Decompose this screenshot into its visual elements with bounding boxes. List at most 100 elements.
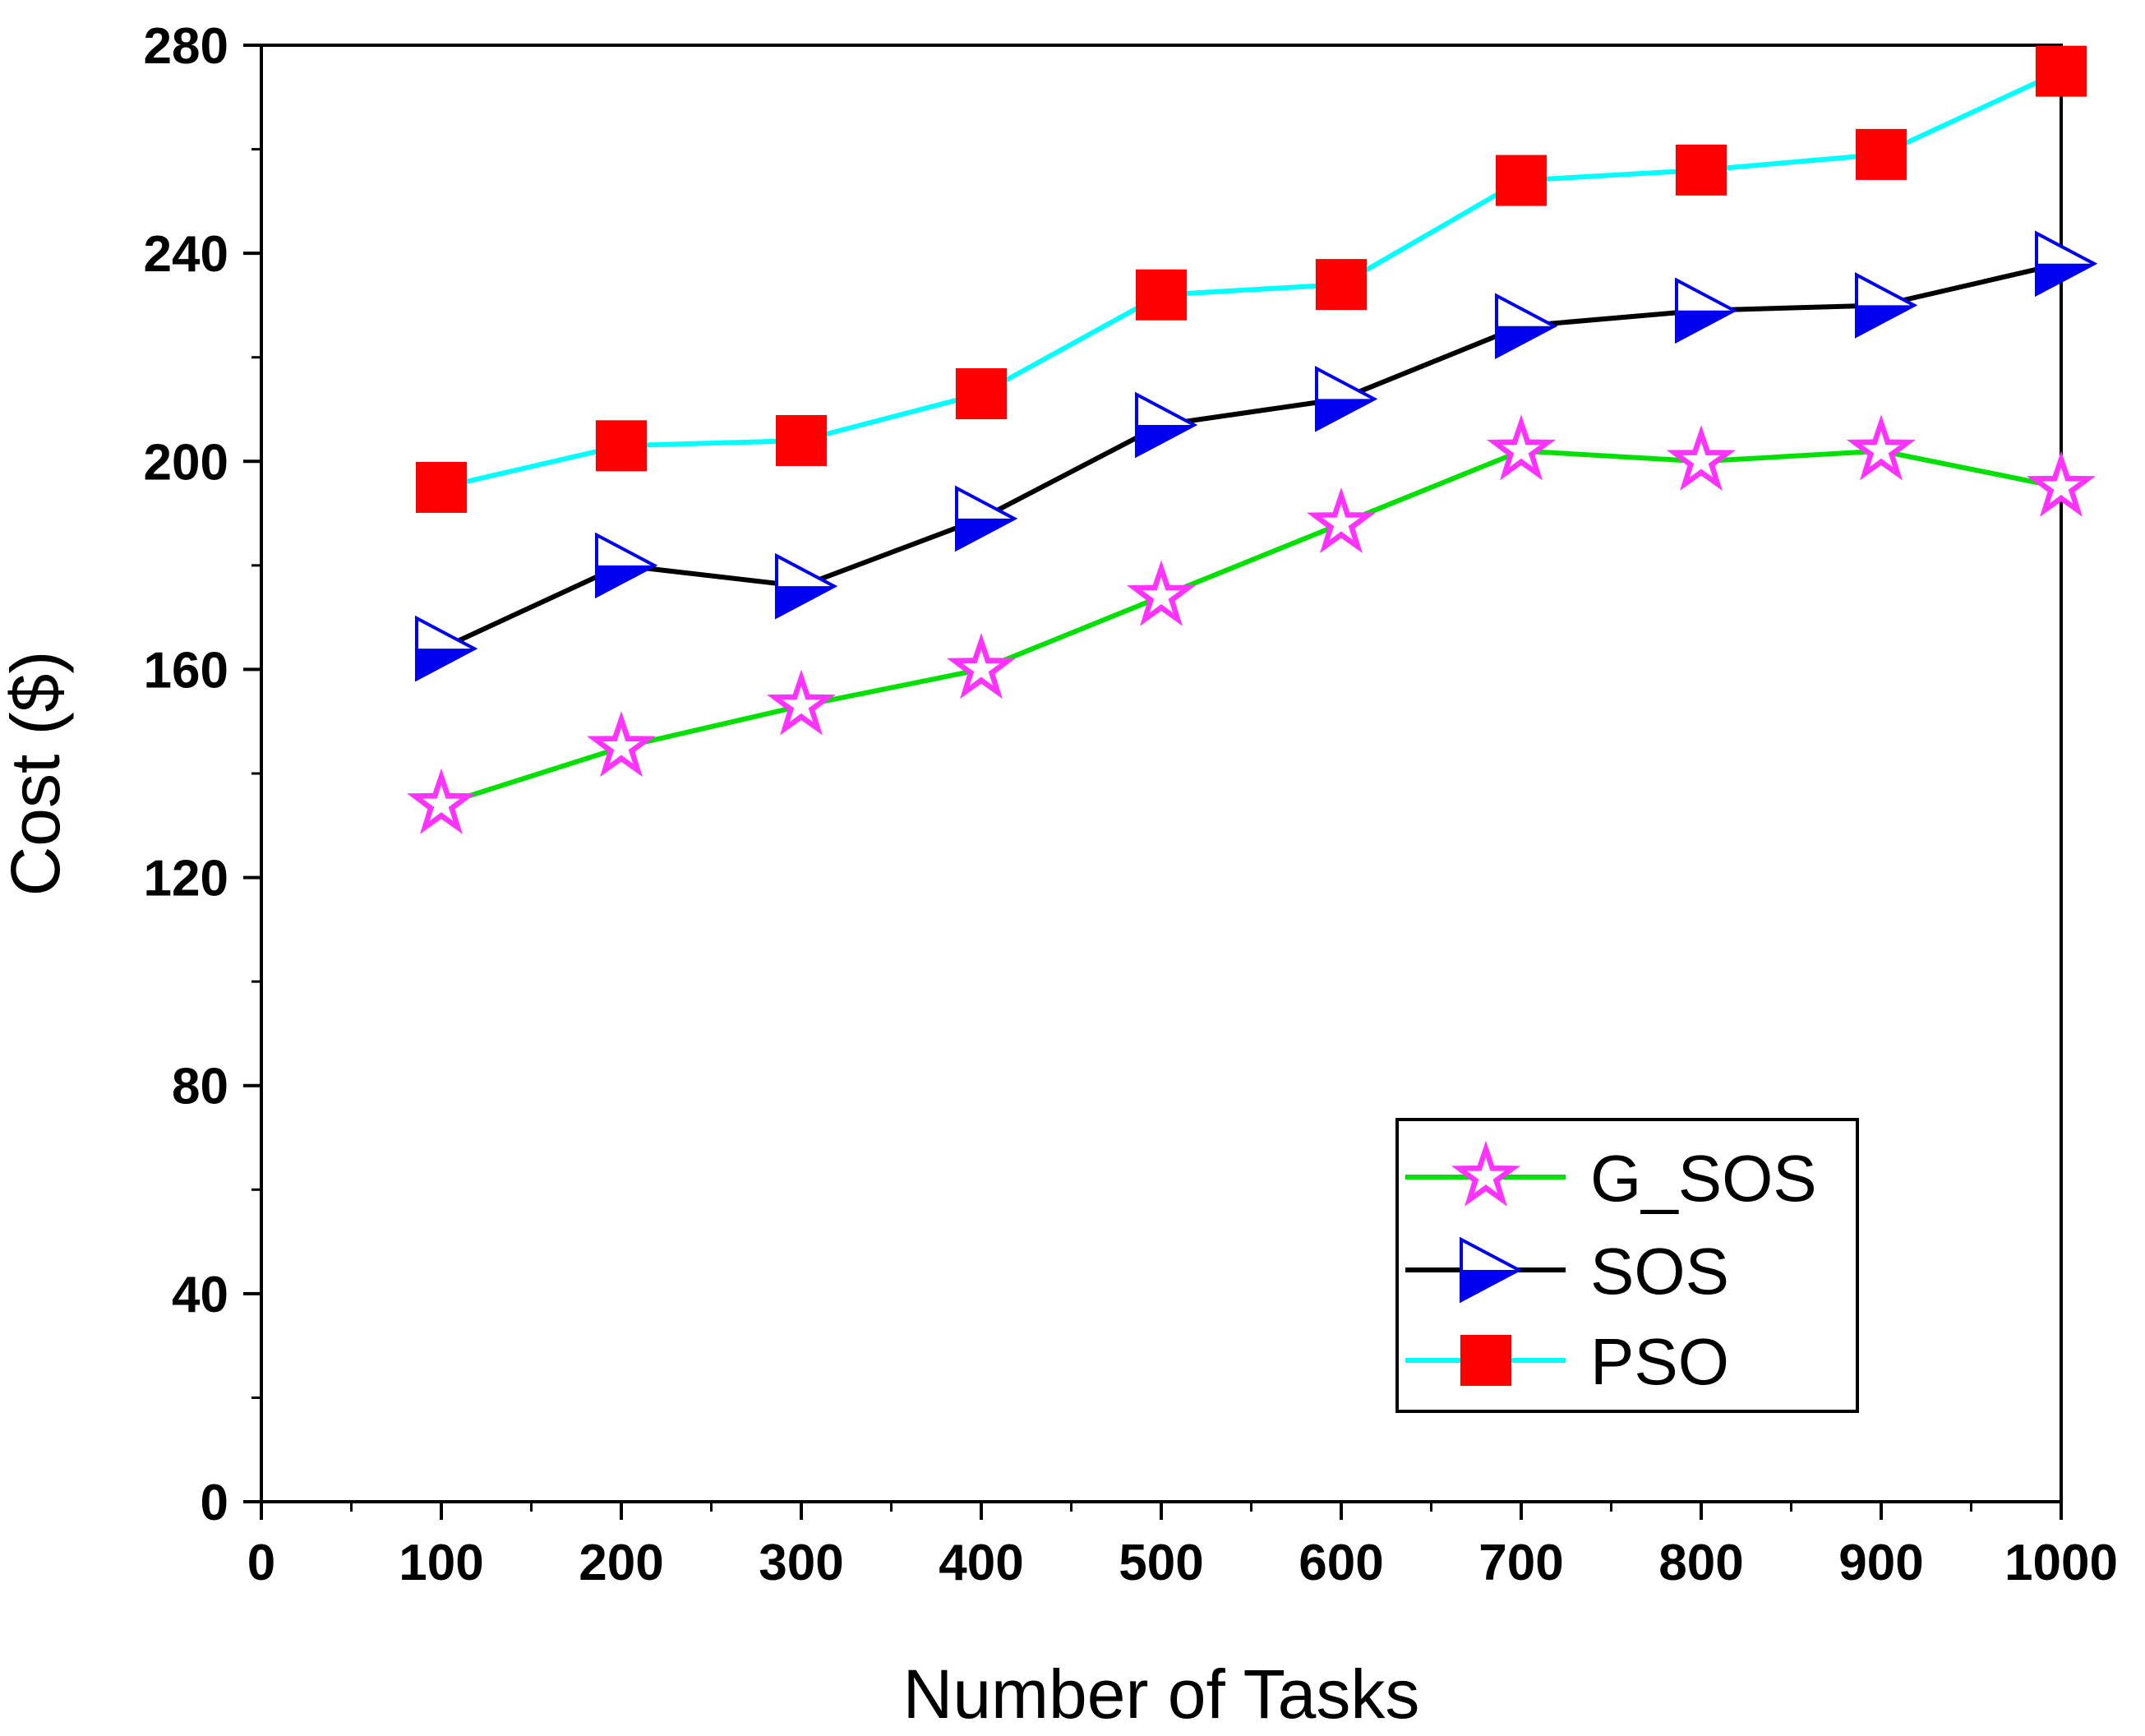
data-point-g-sos bbox=[947, 633, 1016, 699]
marker-square-shape bbox=[596, 420, 647, 472]
data-point-g-sos bbox=[767, 669, 836, 736]
marker-square-shape bbox=[1496, 155, 1547, 206]
x-tick-label: 700 bbox=[1478, 1535, 1563, 1591]
data-point-sos bbox=[775, 552, 838, 620]
data-point-sos bbox=[1855, 272, 1918, 339]
x-tick-label: 1000 bbox=[2004, 1535, 2118, 1591]
marker-square-shape bbox=[1136, 269, 1187, 321]
marker-star-inner bbox=[1494, 422, 1548, 474]
series-line-pso bbox=[441, 68, 2063, 490]
data-point-pso bbox=[956, 368, 1007, 420]
y-tick-label: 160 bbox=[144, 642, 228, 699]
marker-square-shape bbox=[1856, 128, 1907, 180]
marker-square-shape bbox=[1460, 1335, 1511, 1386]
legend-marker-g-sos bbox=[1451, 1140, 1520, 1207]
y-axis-title: Cost ($) bbox=[0, 651, 74, 897]
marker-triangle-fill bbox=[1677, 310, 1734, 341]
marker-square-shape bbox=[1676, 144, 1727, 196]
y-tick-label: 120 bbox=[144, 851, 228, 907]
data-point-g-sos bbox=[2027, 450, 2096, 517]
marker-star-outer bbox=[407, 768, 476, 834]
x-tick-label: 300 bbox=[759, 1535, 843, 1591]
data-point-g-sos bbox=[587, 711, 656, 778]
marker-triangle-fill bbox=[1461, 1270, 1519, 1300]
marker-star-outer bbox=[947, 633, 1016, 699]
marker-star-outer bbox=[1487, 414, 1556, 481]
marker-star-outer bbox=[1667, 425, 1736, 491]
marker-star-inner bbox=[1674, 433, 1728, 484]
marker-star-inner bbox=[1854, 422, 1908, 474]
marker-triangle-fill bbox=[1497, 326, 1554, 357]
data-point-pso bbox=[1136, 269, 1187, 321]
marker-star-outer bbox=[1307, 487, 1376, 554]
data-point-pso bbox=[1856, 128, 1907, 180]
marker-star-outer bbox=[1451, 1140, 1520, 1207]
marker-star-outer bbox=[1847, 414, 1916, 481]
marker-triangle-fill bbox=[1137, 424, 1194, 455]
marker-star-inner bbox=[1134, 568, 1188, 620]
marker-triangle-fill bbox=[2037, 263, 2094, 294]
data-point-sos bbox=[1135, 391, 1198, 459]
marker-star-inner bbox=[1314, 496, 1368, 547]
x-tick-label: 600 bbox=[1299, 1535, 1383, 1591]
data-point-sos bbox=[1495, 293, 1558, 360]
marker-star-outer bbox=[767, 669, 836, 736]
data-point-sos bbox=[1675, 277, 1738, 344]
legend-label-g-sos: G_SOS bbox=[1590, 1142, 1817, 1215]
data-point-g-sos bbox=[1487, 414, 1556, 481]
x-tick-label: 800 bbox=[1658, 1535, 1743, 1591]
marker-star-inner bbox=[414, 777, 468, 828]
y-tick-label: 280 bbox=[144, 18, 228, 75]
marker-star-outer bbox=[2027, 450, 2096, 517]
x-tick-label: 100 bbox=[399, 1535, 483, 1591]
y-tick-label: 40 bbox=[172, 1267, 228, 1323]
y-tick-label: 240 bbox=[144, 226, 228, 283]
x-tick-label: 500 bbox=[1119, 1535, 1203, 1591]
data-point-pso bbox=[596, 420, 647, 472]
data-point-g-sos bbox=[1667, 425, 1736, 491]
marker-triangle-fill bbox=[957, 518, 1014, 549]
data-point-pso bbox=[2036, 45, 2087, 97]
data-point-pso bbox=[1316, 259, 1367, 311]
data-point-sos bbox=[595, 532, 658, 599]
marker-star-outer bbox=[1127, 560, 1196, 626]
y-tick-label: 80 bbox=[172, 1059, 228, 1115]
x-axis-title: Number of Tasks bbox=[903, 1655, 1420, 1733]
x-tick-label: 200 bbox=[579, 1535, 663, 1591]
data-point-pso bbox=[1496, 155, 1547, 206]
data-point-g-sos bbox=[1307, 487, 1376, 554]
legend-marker-pso bbox=[1460, 1335, 1511, 1386]
marker-square-shape bbox=[1316, 259, 1367, 311]
series-line-g-sos bbox=[441, 448, 2062, 807]
y-tick-label: 200 bbox=[144, 434, 228, 491]
marker-star-outer bbox=[587, 711, 656, 778]
data-point-pso bbox=[776, 414, 827, 466]
marker-star-inner bbox=[594, 719, 648, 770]
legend-label-sos: SOS bbox=[1590, 1235, 1729, 1308]
data-point-sos bbox=[415, 615, 478, 682]
marker-square-shape bbox=[416, 461, 467, 513]
legend-marker-sos bbox=[1460, 1236, 1523, 1304]
marker-star-inner bbox=[1459, 1149, 1513, 1200]
marker-triangle-fill bbox=[597, 565, 654, 596]
series-line-sos bbox=[440, 261, 2062, 651]
data-point-pso bbox=[416, 461, 467, 513]
legend: G_SOS SOS PSO bbox=[1395, 1118, 1859, 1413]
data-point-sos bbox=[955, 485, 1018, 552]
marker-star-inner bbox=[2034, 459, 2088, 510]
data-point-g-sos bbox=[1127, 560, 1196, 626]
y-tick-label: 0 bbox=[201, 1475, 228, 1531]
x-tick-label: 900 bbox=[1838, 1535, 1923, 1591]
marker-triangle-fill bbox=[777, 586, 834, 617]
data-point-pso bbox=[1676, 144, 1727, 196]
series-layer bbox=[407, 45, 2098, 834]
legend-label-pso: PSO bbox=[1590, 1325, 1729, 1398]
marker-square-shape bbox=[776, 414, 827, 466]
marker-triangle-fill bbox=[417, 649, 474, 680]
data-point-sos bbox=[1315, 366, 1378, 432]
marker-square-shape bbox=[956, 368, 1007, 420]
data-point-g-sos bbox=[407, 768, 476, 834]
marker-triangle-fill bbox=[1317, 399, 1374, 430]
axes: 0 100 200 300 400 500 600 700 800 900 1000 0 40 80 120… bbox=[144, 18, 2118, 1591]
